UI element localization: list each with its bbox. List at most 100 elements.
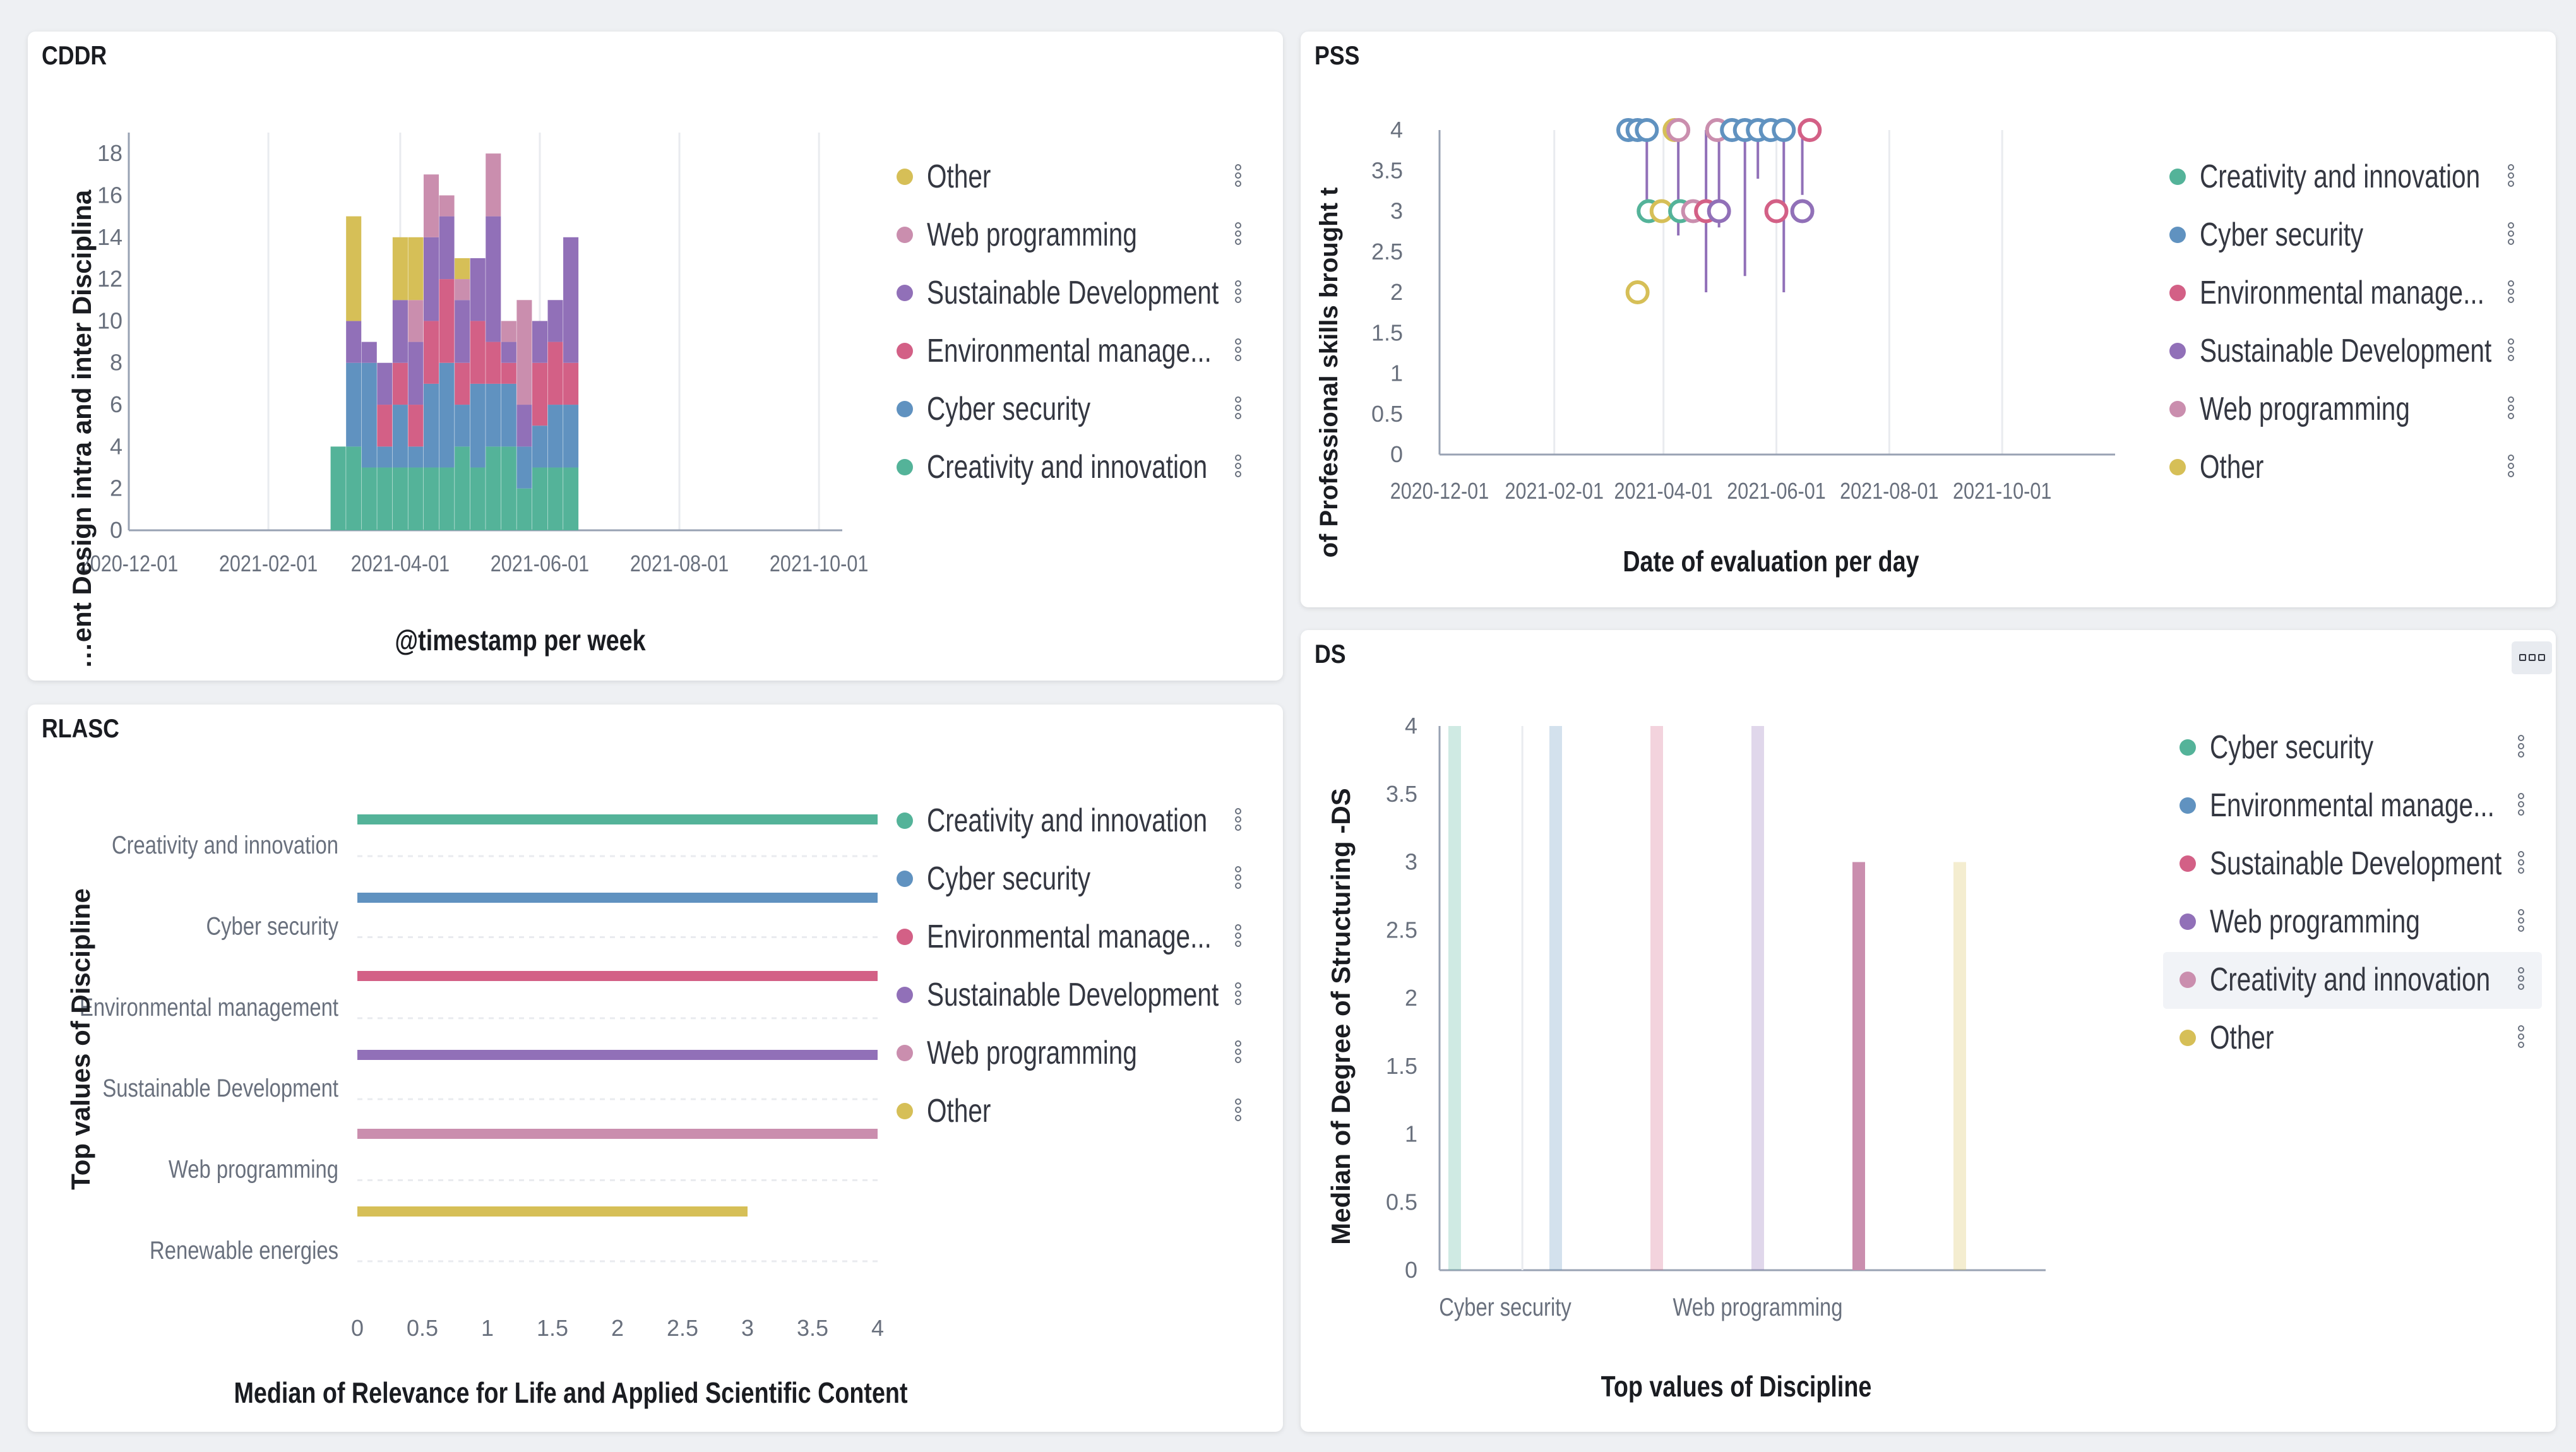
- ds-panel-options-button[interactable]: [2512, 641, 2552, 674]
- cddr-y-tick-label: 14: [97, 224, 122, 250]
- legend-label: Web programming: [2210, 903, 2420, 940]
- cddr-bar-segment: [408, 446, 424, 468]
- legend-label: Sustainable Development: [927, 977, 1219, 1013]
- legend-item[interactable]: Web programming: [880, 207, 1259, 264]
- legend-item-options-icon[interactable]: [2518, 909, 2527, 938]
- legend-item-options-icon[interactable]: [2508, 338, 2517, 367]
- legend-color-dot-icon: [897, 987, 913, 1003]
- legend-item[interactable]: Other: [880, 1083, 1259, 1140]
- cddr-bar-segment: [470, 321, 486, 384]
- legend-item[interactable]: Environmental manage...: [880, 909, 1259, 966]
- dot-icon: [1235, 181, 1241, 187]
- legend-color-dot-icon: [2169, 401, 2186, 417]
- legend-item[interactable]: Other: [2163, 1010, 2542, 1067]
- cddr-bar-segment: [361, 342, 377, 363]
- cddr-bar-segment: [408, 342, 424, 405]
- legend-item-options-icon[interactable]: [1235, 1098, 1244, 1128]
- legend-item-options-icon[interactable]: [2508, 222, 2517, 251]
- pss-y-tick-label: 3.5: [1371, 157, 1403, 183]
- pss-y-tick-label: 4: [1390, 117, 1403, 143]
- legend-item[interactable]: Other: [2153, 439, 2532, 496]
- legend-color-dot-icon: [2179, 913, 2196, 930]
- legend-item-options-icon[interactable]: [2518, 793, 2527, 822]
- legend-item[interactable]: Environmental manage...: [2153, 265, 2532, 322]
- legend-item[interactable]: Cyber security: [2163, 720, 2542, 777]
- legend-item[interactable]: Creativity and innovation: [2153, 149, 2532, 206]
- legend-item[interactable]: Sustainable Development: [880, 967, 1259, 1024]
- legend-item[interactable]: Cyber security: [880, 851, 1259, 908]
- legend-item-options-icon[interactable]: [2508, 396, 2517, 425]
- dot-icon: [2518, 1025, 2524, 1032]
- legend-item[interactable]: Web programming: [2163, 894, 2542, 951]
- legend-item-options-icon[interactable]: [1235, 338, 1244, 367]
- legend-item-options-icon[interactable]: [1235, 808, 1244, 837]
- legend-item[interactable]: Other: [880, 149, 1259, 206]
- legend-item-options-icon[interactable]: [1235, 222, 1244, 251]
- legend-item[interactable]: Sustainable Development: [2163, 836, 2542, 893]
- legend-item-options-icon[interactable]: [2508, 455, 2517, 484]
- dot-icon: [1235, 347, 1241, 353]
- legend-item-options-icon[interactable]: [1235, 280, 1244, 309]
- dot-icon: [1235, 816, 1241, 823]
- dot-icon: [1235, 413, 1241, 419]
- cddr-bar-segment: [346, 446, 362, 530]
- legend-item[interactable]: Creativity and innovation: [2163, 952, 2542, 1009]
- legend-item-options-icon[interactable]: [1235, 1040, 1244, 1069]
- legend-item-options-icon[interactable]: [1235, 982, 1244, 1011]
- legend-label: Environmental manage...: [927, 333, 1212, 369]
- legend-item-options-icon[interactable]: [1235, 396, 1244, 425]
- legend-item-options-icon[interactable]: [2508, 164, 2517, 193]
- pss-y-tick-label: 3: [1390, 198, 1403, 224]
- cddr-y-tick-label: 6: [110, 391, 122, 417]
- rlasc-panel: RLASC 0 0.5 1 1.5 2 2.5 3 3.5 4 Creativity and in…: [28, 705, 1283, 1432]
- cddr-bar-segment: [501, 383, 516, 447]
- pss-x-tick-label: 2021-08-01: [1840, 479, 1938, 504]
- cddr-x-tick-label: 2021-04-01: [351, 552, 450, 577]
- legend-item-options-icon[interactable]: [1235, 866, 1244, 895]
- rlasc-x-tick-label: 2: [611, 1315, 624, 1341]
- legend-item-options-icon[interactable]: [1235, 924, 1244, 953]
- legend-label: Creativity and innovation: [2210, 961, 2491, 998]
- legend-label: Environmental manage...: [2210, 787, 2495, 824]
- legend-item-options-icon[interactable]: [1235, 164, 1244, 193]
- legend-color-dot-icon: [897, 871, 913, 887]
- dot-icon: [1235, 471, 1241, 477]
- legend-item-options-icon[interactable]: [1235, 455, 1244, 484]
- legend-item[interactable]: Environmental manage...: [880, 323, 1259, 380]
- legend-item-options-icon[interactable]: [2518, 735, 2527, 764]
- pss-data-point: [1772, 118, 1796, 142]
- legend-item[interactable]: Web programming: [2153, 381, 2532, 438]
- legend-color-dot-icon: [897, 227, 913, 243]
- legend-item[interactable]: Sustainable Development: [880, 265, 1259, 322]
- cddr-bar-segment: [377, 467, 393, 530]
- cddr-bar-segment: [501, 321, 516, 342]
- legend-item[interactable]: Cyber security: [2153, 207, 2532, 264]
- legend-item[interactable]: Cyber security: [880, 381, 1259, 438]
- legend-item[interactable]: Web programming: [880, 1025, 1259, 1082]
- legend-item-options-icon[interactable]: [2518, 967, 2527, 996]
- dot-icon: [1235, 808, 1241, 814]
- cddr-bar-segment: [486, 342, 501, 384]
- legend-item[interactable]: Creativity and innovation: [880, 439, 1259, 496]
- dot-icon: [1235, 932, 1241, 939]
- legend-label: Cyber security: [927, 391, 1091, 427]
- dot-icon: [2518, 859, 2524, 866]
- legend-color-dot-icon: [2179, 739, 2196, 756]
- legend-item-options-icon[interactable]: [2518, 851, 2527, 880]
- cddr-legend: Other Web programming Sustainable Developm…: [880, 149, 1259, 503]
- cddr-bar-segment: [532, 321, 548, 363]
- legend-item-options-icon[interactable]: [2508, 280, 2517, 309]
- ds-bar: [1852, 862, 1865, 1270]
- dot-icon: [1235, 874, 1241, 881]
- legend-label: Sustainable Development: [927, 275, 1219, 311]
- dot-icon: [1235, 1115, 1241, 1121]
- legend-item[interactable]: Environmental manage...: [2163, 778, 2542, 835]
- cddr-bar-segment: [408, 237, 424, 301]
- dot-icon: [1235, 164, 1241, 170]
- legend-item[interactable]: Sustainable Development: [2153, 323, 2532, 380]
- legend-item-options-icon[interactable]: [2518, 1025, 2527, 1054]
- legend-item[interactable]: Creativity and innovation: [880, 793, 1259, 850]
- rlasc-x-tick-label: 3.5: [797, 1315, 828, 1341]
- rlasc-bar: [357, 1129, 878, 1139]
- pss-x-tick-label: 2021-06-01: [1727, 479, 1825, 504]
